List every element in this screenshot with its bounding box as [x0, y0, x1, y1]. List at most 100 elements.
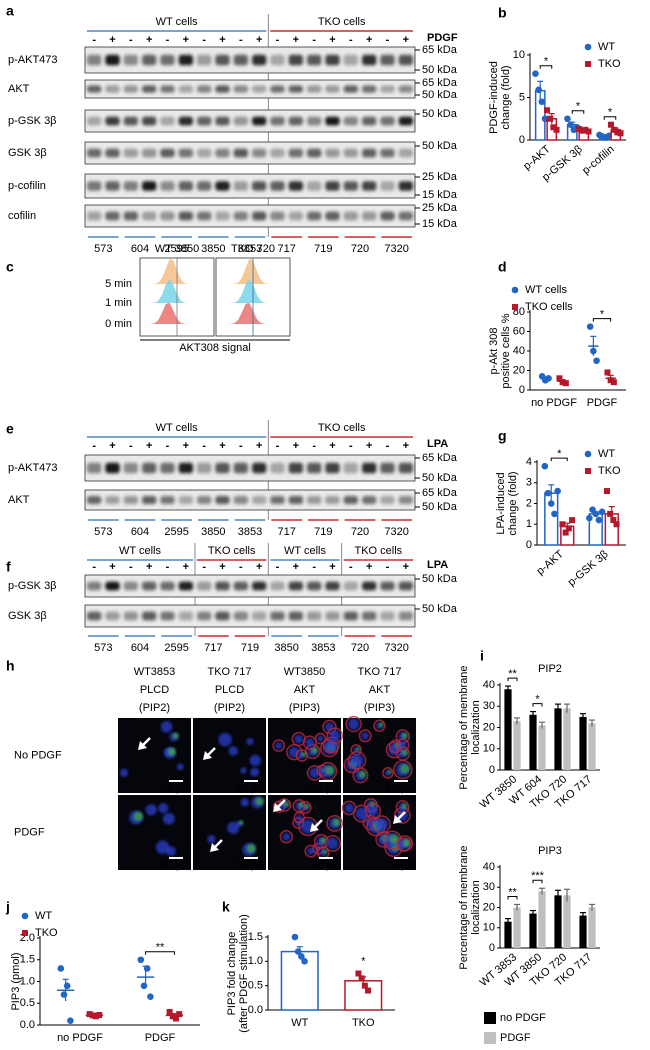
band [380, 116, 395, 126]
treatment-sign: + [366, 440, 372, 452]
nucleus [240, 767, 247, 774]
band [215, 148, 230, 158]
band [380, 462, 395, 474]
band [288, 496, 303, 504]
data-point [607, 121, 614, 128]
cell-membrane [395, 746, 411, 761]
y-tick-label: 0.0 [248, 1004, 263, 1016]
x-tick-label: p-GSK 3β [566, 548, 611, 588]
band [307, 116, 322, 126]
band [252, 462, 267, 474]
treatment-sign: - [276, 34, 280, 46]
column-header: WT3850 [284, 666, 326, 678]
band [197, 611, 212, 621]
band [362, 581, 377, 591]
y-tick-label: 3 [526, 477, 532, 489]
data-point [140, 982, 148, 990]
band [325, 462, 340, 474]
sig-bracket [507, 677, 518, 682]
y-tick-label: 1 [526, 518, 532, 530]
treatment: PDGF [427, 32, 458, 44]
data-point [176, 1011, 183, 1018]
micrograph: 20 µm [118, 718, 191, 794]
cell-membrane [293, 811, 305, 824]
bar [588, 907, 596, 948]
sample-id: 720 [351, 526, 369, 538]
y-axis-label: localization [470, 700, 482, 754]
band [123, 462, 138, 474]
data-point [567, 121, 574, 128]
data-point [301, 958, 308, 965]
data-point [569, 517, 576, 524]
nucleus [361, 731, 370, 740]
band [343, 496, 358, 504]
band [105, 148, 120, 158]
band [380, 148, 395, 158]
y-tick-label: 0 [519, 134, 525, 146]
time-label: 0 min [105, 318, 132, 330]
data-point [617, 130, 624, 137]
band [233, 181, 248, 191]
band [123, 85, 138, 93]
treatment-sign: + [109, 440, 115, 452]
treatment-sign: + [403, 561, 409, 573]
sample-title: TKO 720 [231, 243, 275, 255]
treatment-sign: + [329, 440, 335, 452]
band [178, 54, 193, 66]
sample-id: 717 [277, 243, 295, 255]
band [105, 85, 120, 93]
blot-strip [84, 46, 416, 74]
group-header: WT cells [156, 422, 198, 434]
treatment-sign: + [366, 34, 372, 46]
treatment-sign: + [183, 561, 189, 573]
treatment-sign: + [109, 561, 115, 573]
arrow-head [310, 823, 319, 832]
band [87, 54, 102, 66]
y-axis-label: change (fold) [507, 471, 519, 535]
legend-swatch [484, 1032, 496, 1044]
signal [401, 732, 408, 739]
band [178, 462, 193, 474]
y-tick-label: 1.0 [248, 955, 263, 967]
band [362, 116, 377, 126]
band [233, 85, 248, 93]
band [325, 85, 340, 93]
data-point [541, 462, 549, 470]
band [87, 462, 102, 474]
band [87, 611, 102, 621]
data-point [603, 488, 610, 495]
data-point [361, 982, 368, 989]
sample-id: 2595 [164, 642, 188, 654]
sample-id: 573 [94, 642, 112, 654]
data-point [173, 1015, 179, 1022]
signal [401, 803, 408, 810]
treatment-sign: - [166, 34, 170, 46]
x-tick-label: no PDGF [531, 397, 577, 409]
band [178, 85, 193, 93]
y-tick-label: 0 [526, 539, 532, 551]
y-axis-label: (after PDGF stimulation) [238, 914, 250, 1033]
band [197, 54, 212, 66]
nucleus [166, 846, 176, 857]
data-point [559, 521, 566, 528]
band [288, 85, 303, 93]
band [325, 181, 340, 191]
signal [255, 797, 264, 806]
band [87, 116, 102, 126]
bar [554, 708, 562, 770]
column-header: PLCD [215, 684, 244, 696]
treatment-sign: + [293, 34, 299, 46]
band [252, 496, 267, 504]
band [288, 581, 303, 591]
size-marker: 25 kDa [422, 171, 458, 183]
legend-label: WT [598, 448, 615, 460]
band [343, 181, 358, 191]
band [307, 181, 322, 191]
data-point [584, 43, 592, 51]
data-point [63, 982, 71, 990]
band [398, 54, 413, 66]
sig-bracket [550, 457, 568, 462]
significance: * [557, 448, 562, 460]
band [233, 211, 248, 221]
